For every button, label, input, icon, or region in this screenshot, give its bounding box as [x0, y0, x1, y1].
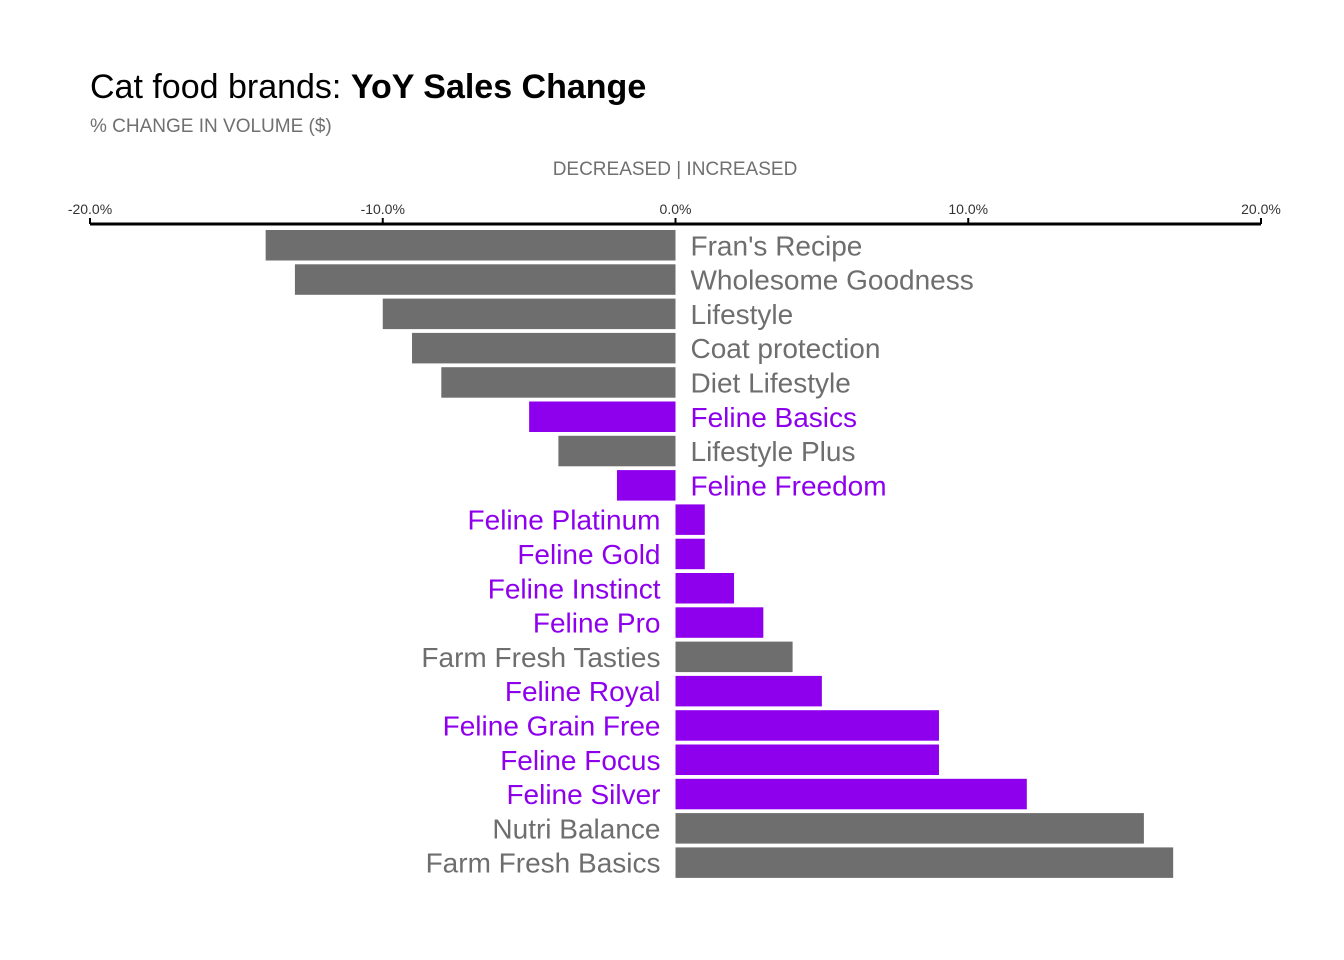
bar	[441, 367, 676, 398]
x-tick-label: 20.0%	[1241, 201, 1281, 217]
category-label: Nutri Balance	[492, 813, 660, 844]
x-axis-title: DECREASED | INCREASED	[552, 159, 798, 180]
bar	[675, 813, 1144, 844]
category-label: Coat protection	[691, 333, 881, 364]
bar	[675, 573, 735, 604]
category-label: Farm Fresh Tasties	[421, 642, 660, 673]
category-label: Feline Freedom	[691, 470, 887, 501]
chart-title-bold: YoY Sales Change	[350, 68, 647, 106]
category-label: Feline Basics	[691, 402, 858, 433]
category-label: Feline Royal	[505, 676, 661, 707]
category-label: Diet Lifestyle	[691, 367, 851, 398]
bar	[675, 538, 705, 570]
bar	[412, 332, 676, 364]
bar	[382, 298, 676, 330]
category-label: Feline Silver	[506, 779, 660, 810]
bar	[675, 641, 793, 673]
bar	[675, 504, 705, 535]
x-tick-label: 0.0%	[660, 201, 692, 217]
category-label: Feline Focus	[500, 745, 660, 776]
bar	[558, 435, 676, 467]
bar	[529, 401, 676, 432]
x-tick-label: 10.0%	[948, 201, 988, 217]
bar	[675, 744, 939, 775]
bar	[675, 710, 939, 741]
category-label: Lifestyle Plus	[691, 436, 856, 467]
chart-subtitle: % CHANGE IN VOLUME ($)	[90, 116, 332, 137]
category-label: Feline Instinct	[488, 573, 661, 604]
chart-title-regular: Cat food brands:	[90, 68, 351, 106]
category-label: Feline Grain Free	[443, 710, 661, 741]
bar	[265, 230, 676, 261]
category-label: Feline Pro	[533, 608, 661, 639]
chart-title: Cat food brands: YoY Sales Change	[90, 68, 646, 107]
category-label: Feline Platinum	[468, 505, 661, 536]
bar	[675, 778, 1027, 810]
bar	[675, 847, 1174, 878]
x-tick-label: -20.0%	[68, 201, 112, 217]
bar	[675, 675, 822, 707]
category-label: Lifestyle	[691, 299, 794, 330]
bar	[616, 470, 676, 501]
category-label: Feline Gold	[517, 539, 660, 570]
category-label: Farm Fresh Basics	[426, 848, 661, 879]
category-label: Fran's Recipe	[691, 230, 863, 261]
bar	[294, 264, 676, 295]
bar	[675, 607, 764, 638]
x-tick-label: -10.0%	[361, 201, 405, 217]
category-label: Wholesome Goodness	[691, 265, 974, 296]
